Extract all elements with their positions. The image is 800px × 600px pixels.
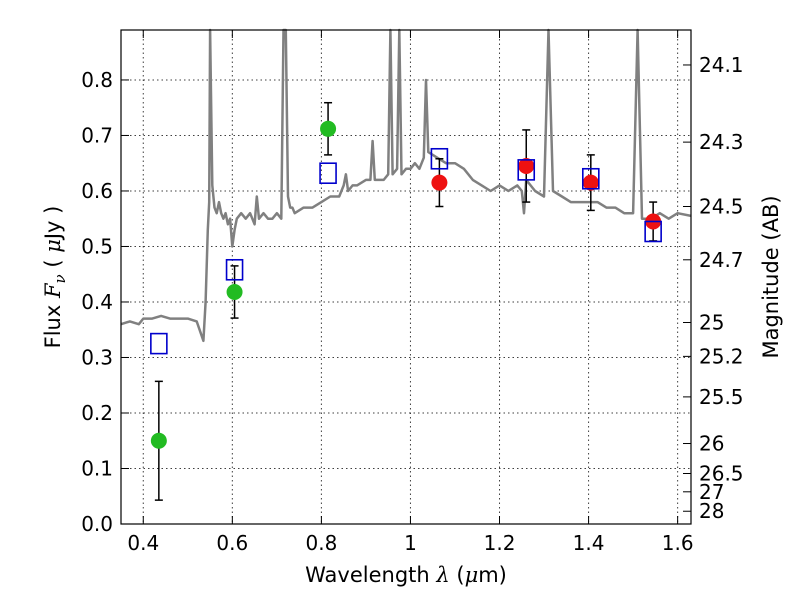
spectrum-line xyxy=(120,28,692,343)
boxes-layer xyxy=(150,147,662,355)
y-tick-label: 0.4 xyxy=(81,290,113,314)
x-tick-label: 0.4 xyxy=(127,531,159,555)
red-data-point xyxy=(582,174,599,191)
x-tick-label: 0.8 xyxy=(305,531,337,555)
x-tick-label: 1.4 xyxy=(573,531,605,555)
x-tick-label: 1 xyxy=(404,531,417,555)
y-tick-label: 0.0 xyxy=(81,512,113,536)
red-data-point xyxy=(518,157,535,174)
model-box xyxy=(319,162,337,185)
y-tick-labels: 0.0 0.1 0.2 0.3 0.4 0.5 0.6 0.7 0.8 xyxy=(81,68,113,536)
y2-tick-label: 26.5 xyxy=(699,461,744,485)
y-tick-label: 0.8 xyxy=(81,68,113,92)
x-tick-labels: 0.4 0.6 0.8 1 1.2 1.4 1.6 xyxy=(127,531,693,555)
y-tick-label: 0.7 xyxy=(81,123,113,147)
x-tick-label: 1.6 xyxy=(662,531,694,555)
y2-tick-label: 28 xyxy=(699,499,724,523)
x-tick-label: 0.6 xyxy=(216,531,248,555)
y2-tick-label: 25.5 xyxy=(699,385,744,409)
y-tick-label: 0.6 xyxy=(81,179,113,203)
x-tick-label: 1.2 xyxy=(484,531,516,555)
y-tick-label: 0.1 xyxy=(81,456,113,480)
y2-tick-label: 24.7 xyxy=(699,248,744,272)
y2-axis-label: Magnitude (AB) xyxy=(759,195,783,358)
ticks-layer xyxy=(121,30,691,525)
y2-tick-label: 24.1 xyxy=(699,53,744,77)
y2-tick-label: 27 xyxy=(699,480,724,504)
y2-tick-label: 24.5 xyxy=(699,195,744,219)
model-box xyxy=(644,220,662,243)
red-data-point xyxy=(431,174,448,191)
y-tick-label: 0.5 xyxy=(81,234,113,258)
spectrum-layer xyxy=(120,28,692,343)
model-box xyxy=(430,147,449,170)
points-layer xyxy=(150,120,662,449)
y-axis-label: Flux Fν ( μJy ) xyxy=(41,206,69,349)
green-data-point xyxy=(320,120,337,137)
y2-tick-label: 25 xyxy=(699,311,724,335)
y2-tick-label: 26 xyxy=(699,432,724,456)
plot-frame xyxy=(120,29,692,525)
green-data-point xyxy=(226,283,243,300)
x-axis-label: Wavelength λ (μm) xyxy=(305,563,507,587)
y2-tick-label: 25.2 xyxy=(699,344,744,368)
y2-tick-label: 24.3 xyxy=(699,130,744,154)
model-box xyxy=(225,258,244,281)
green-data-point xyxy=(150,432,167,449)
model-box xyxy=(150,332,168,355)
y-tick-label: 0.2 xyxy=(81,401,113,425)
y-tick-label: 0.3 xyxy=(81,345,113,369)
model-box xyxy=(517,159,536,181)
model-box xyxy=(582,167,600,190)
